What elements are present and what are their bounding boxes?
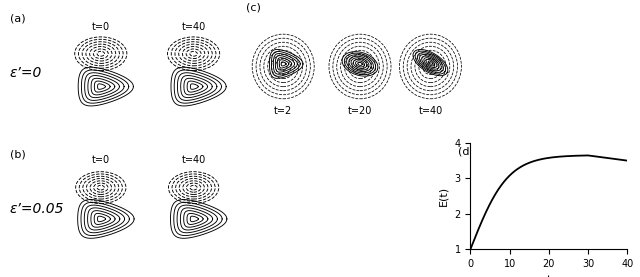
Text: t=40: t=40 [182, 155, 205, 165]
Text: t=2: t=2 [274, 106, 292, 116]
Text: (d): (d) [458, 147, 474, 157]
Text: t=0: t=0 [92, 22, 110, 32]
Text: (c): (c) [246, 3, 261, 13]
Text: (b): (b) [10, 150, 26, 160]
Text: ε’=0.05: ε’=0.05 [10, 202, 64, 216]
Text: t=0: t=0 [92, 155, 110, 165]
Text: t=40: t=40 [419, 106, 442, 116]
Text: ε’=0: ε’=0 [10, 66, 42, 81]
X-axis label: t: t [547, 275, 551, 277]
Y-axis label: E(t): E(t) [439, 186, 449, 206]
Text: t=40: t=40 [182, 22, 205, 32]
Text: (a): (a) [10, 14, 25, 24]
Text: t=20: t=20 [348, 106, 372, 116]
